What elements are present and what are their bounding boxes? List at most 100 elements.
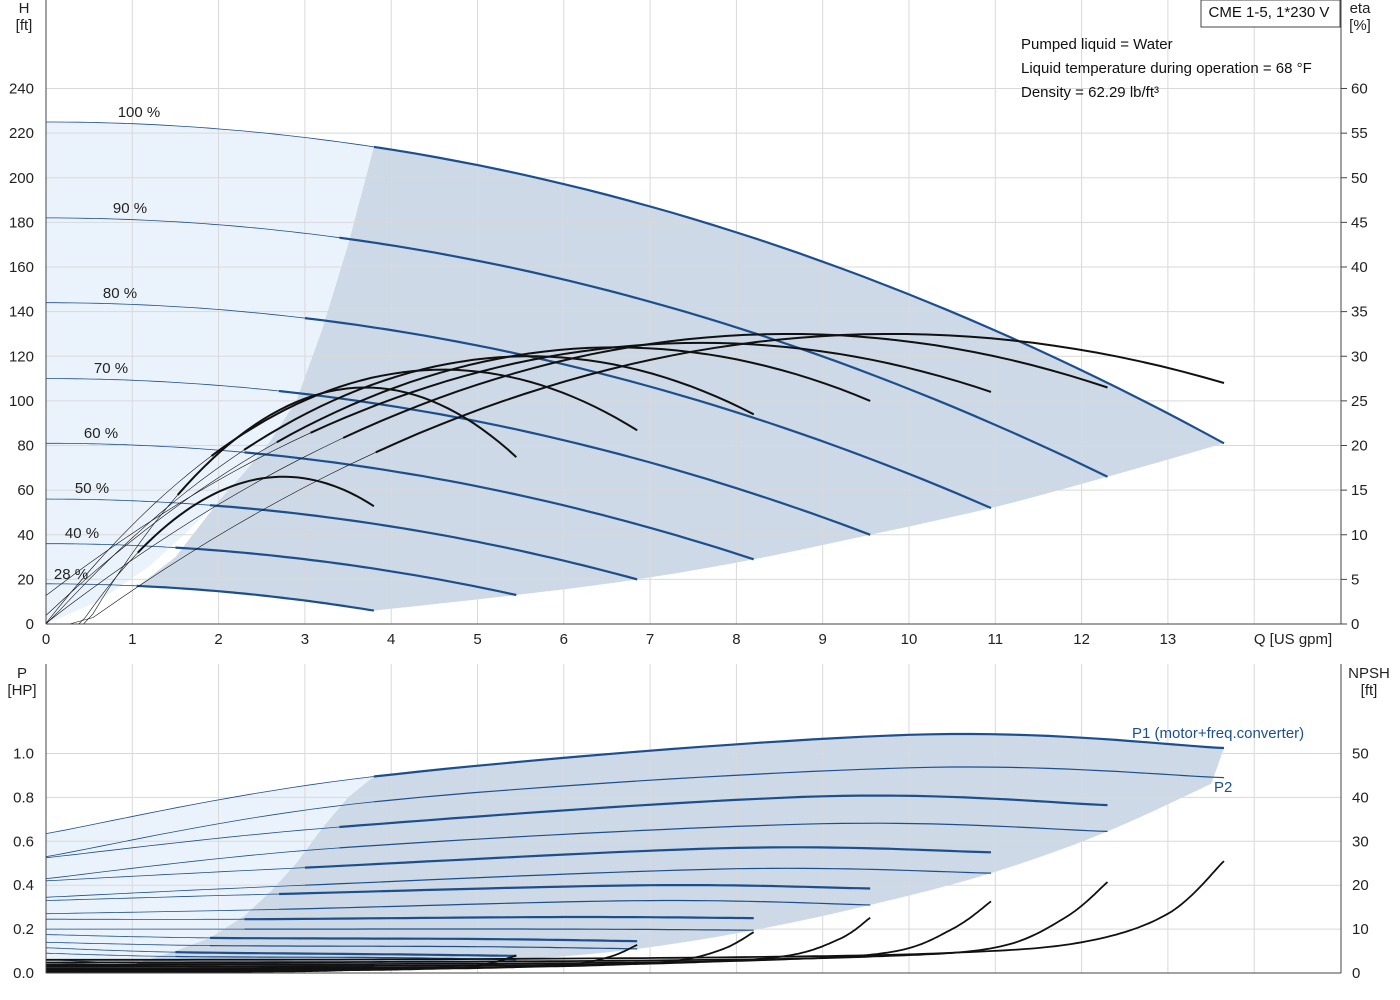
y2-tick-label: 0	[1351, 616, 1359, 633]
head-curve-thin	[46, 442, 245, 453]
y2-tick-label: 30	[1351, 348, 1368, 365]
speed-label-70: 70 %	[94, 360, 128, 377]
x-tick-label: 13	[1160, 631, 1177, 648]
operating-envelope-top	[46, 122, 1225, 624]
p2-curve	[244, 928, 754, 931]
p1-curve-thin	[45, 826, 340, 859]
x-tick-label: 7	[646, 631, 654, 648]
x-tick-label: 12	[1073, 631, 1090, 648]
head-curve-thin	[46, 378, 280, 392]
x-tick-label: 0	[42, 631, 50, 648]
y2-tick-label-bottom: 20	[1352, 877, 1369, 894]
p2-curve-thin	[45, 941, 211, 946]
x-tick-label: 4	[387, 631, 395, 648]
p1-curve	[175, 951, 517, 957]
y2-axis-label-bottom: NPSH	[1348, 665, 1390, 682]
x-tick-label: 1	[128, 631, 136, 648]
p2-curve	[339, 822, 1108, 849]
npsh-curve	[46, 954, 517, 972]
eta-curve	[210, 368, 638, 457]
y2-tick-label-bottom: 40	[1352, 789, 1369, 806]
p1-curve-thin	[45, 867, 305, 882]
head-curve-thin	[45, 498, 211, 506]
head-curve	[175, 546, 517, 597]
p2-curve	[373, 766, 1225, 803]
head-curve-thin	[46, 302, 305, 319]
x-tick-label: 6	[560, 631, 568, 648]
y2-tick-label: 35	[1351, 304, 1368, 321]
y-tick-label: 180	[9, 214, 34, 231]
y2-axis-label-top: eta	[1350, 0, 1372, 17]
info-liquid: Pumped liquid = Water	[1021, 36, 1173, 53]
eta-curve	[310, 341, 992, 434]
head-curve	[373, 145, 1225, 445]
y2-axis-unit-top: [%]	[1349, 17, 1371, 34]
y-tick-label: 240	[9, 81, 34, 98]
speed-label-90: 90 %	[113, 200, 147, 217]
speed-label-80: 80 %	[103, 285, 137, 302]
y-tick-label: 160	[9, 259, 34, 276]
head-curve-thin	[46, 543, 176, 548]
curves	[45, 121, 1225, 973]
npsh-curve	[46, 916, 871, 968]
envelope-light-bottom	[46, 776, 374, 973]
x-tick-label: 3	[301, 631, 309, 648]
y-tick-label: 0	[26, 616, 34, 633]
npsh-curve	[46, 931, 755, 970]
y-tick-label: 120	[9, 348, 34, 365]
speed-label-28: 28 %	[54, 566, 88, 583]
y2-tick-label: 50	[1351, 170, 1368, 187]
p2-curve-thin	[45, 801, 374, 858]
p2-curve	[304, 867, 992, 886]
info-density: Density = 62.29 lb/ft³	[1021, 84, 1159, 101]
envelope-dark-top	[136, 146, 1225, 611]
head-curve	[209, 504, 638, 581]
y-tick-label-bottom: 0.2	[13, 921, 34, 938]
eta-curve	[276, 346, 871, 444]
p2-curve-thin	[45, 847, 340, 879]
envelope-light-top	[46, 122, 374, 624]
y2-tick-label-bottom: 30	[1352, 833, 1369, 850]
y2-tick-label-bottom: 50	[1352, 746, 1369, 763]
x-tick-label: 10	[901, 631, 918, 648]
y-tick-label: 140	[9, 304, 34, 321]
p2-series-label: P2	[1214, 779, 1232, 796]
x-tick-label: 8	[732, 631, 740, 648]
y-tick-label: 100	[9, 393, 34, 410]
y-tick-label-bottom: 0.4	[13, 877, 34, 894]
speed-label-40: 40 %	[65, 525, 99, 542]
y2-tick-label: 55	[1351, 125, 1368, 142]
info-temperature: Liquid temperature during operation = 68…	[1021, 60, 1312, 77]
y-tick-label: 200	[9, 170, 34, 187]
grid-top	[45, 0, 1341, 625]
y-tick-label: 20	[17, 571, 34, 588]
p2-curve-thin	[45, 884, 305, 898]
title-box	[1200, 0, 1341, 28]
speed-label-60: 60 %	[84, 425, 118, 442]
y-axis-label-top: H	[19, 0, 30, 17]
y-tick-label-bottom: 1.0	[13, 746, 34, 763]
p1-curve	[244, 915, 754, 921]
speed-label-100: 100 %	[118, 104, 161, 121]
p2-curve	[278, 899, 871, 910]
head-curve-thin	[46, 217, 340, 239]
speed-label-50: 50 %	[75, 480, 109, 497]
y2-tick-label-bottom: 10	[1352, 921, 1369, 938]
eta-curve	[342, 333, 1108, 439]
head-curve	[244, 451, 755, 561]
p2-curve-thin	[45, 952, 176, 957]
p1-curve-thin	[45, 947, 176, 953]
y2-tick-label: 40	[1351, 259, 1368, 276]
p1-curve-thin	[45, 776, 374, 834]
npsh-curve	[46, 944, 638, 971]
eta-curve	[176, 386, 517, 496]
y-tick-label-bottom: 0.0	[13, 965, 34, 982]
npsh-curve	[46, 881, 1109, 964]
y2-tick-label: 25	[1351, 393, 1368, 410]
p1-curve	[304, 846, 992, 869]
npsh-curve	[45, 900, 992, 966]
p1-curve-thin	[45, 934, 211, 939]
x-axis-label: Q [US gpm]	[1254, 631, 1332, 648]
y2-tick-label: 20	[1351, 438, 1368, 455]
head-curve	[136, 584, 375, 612]
